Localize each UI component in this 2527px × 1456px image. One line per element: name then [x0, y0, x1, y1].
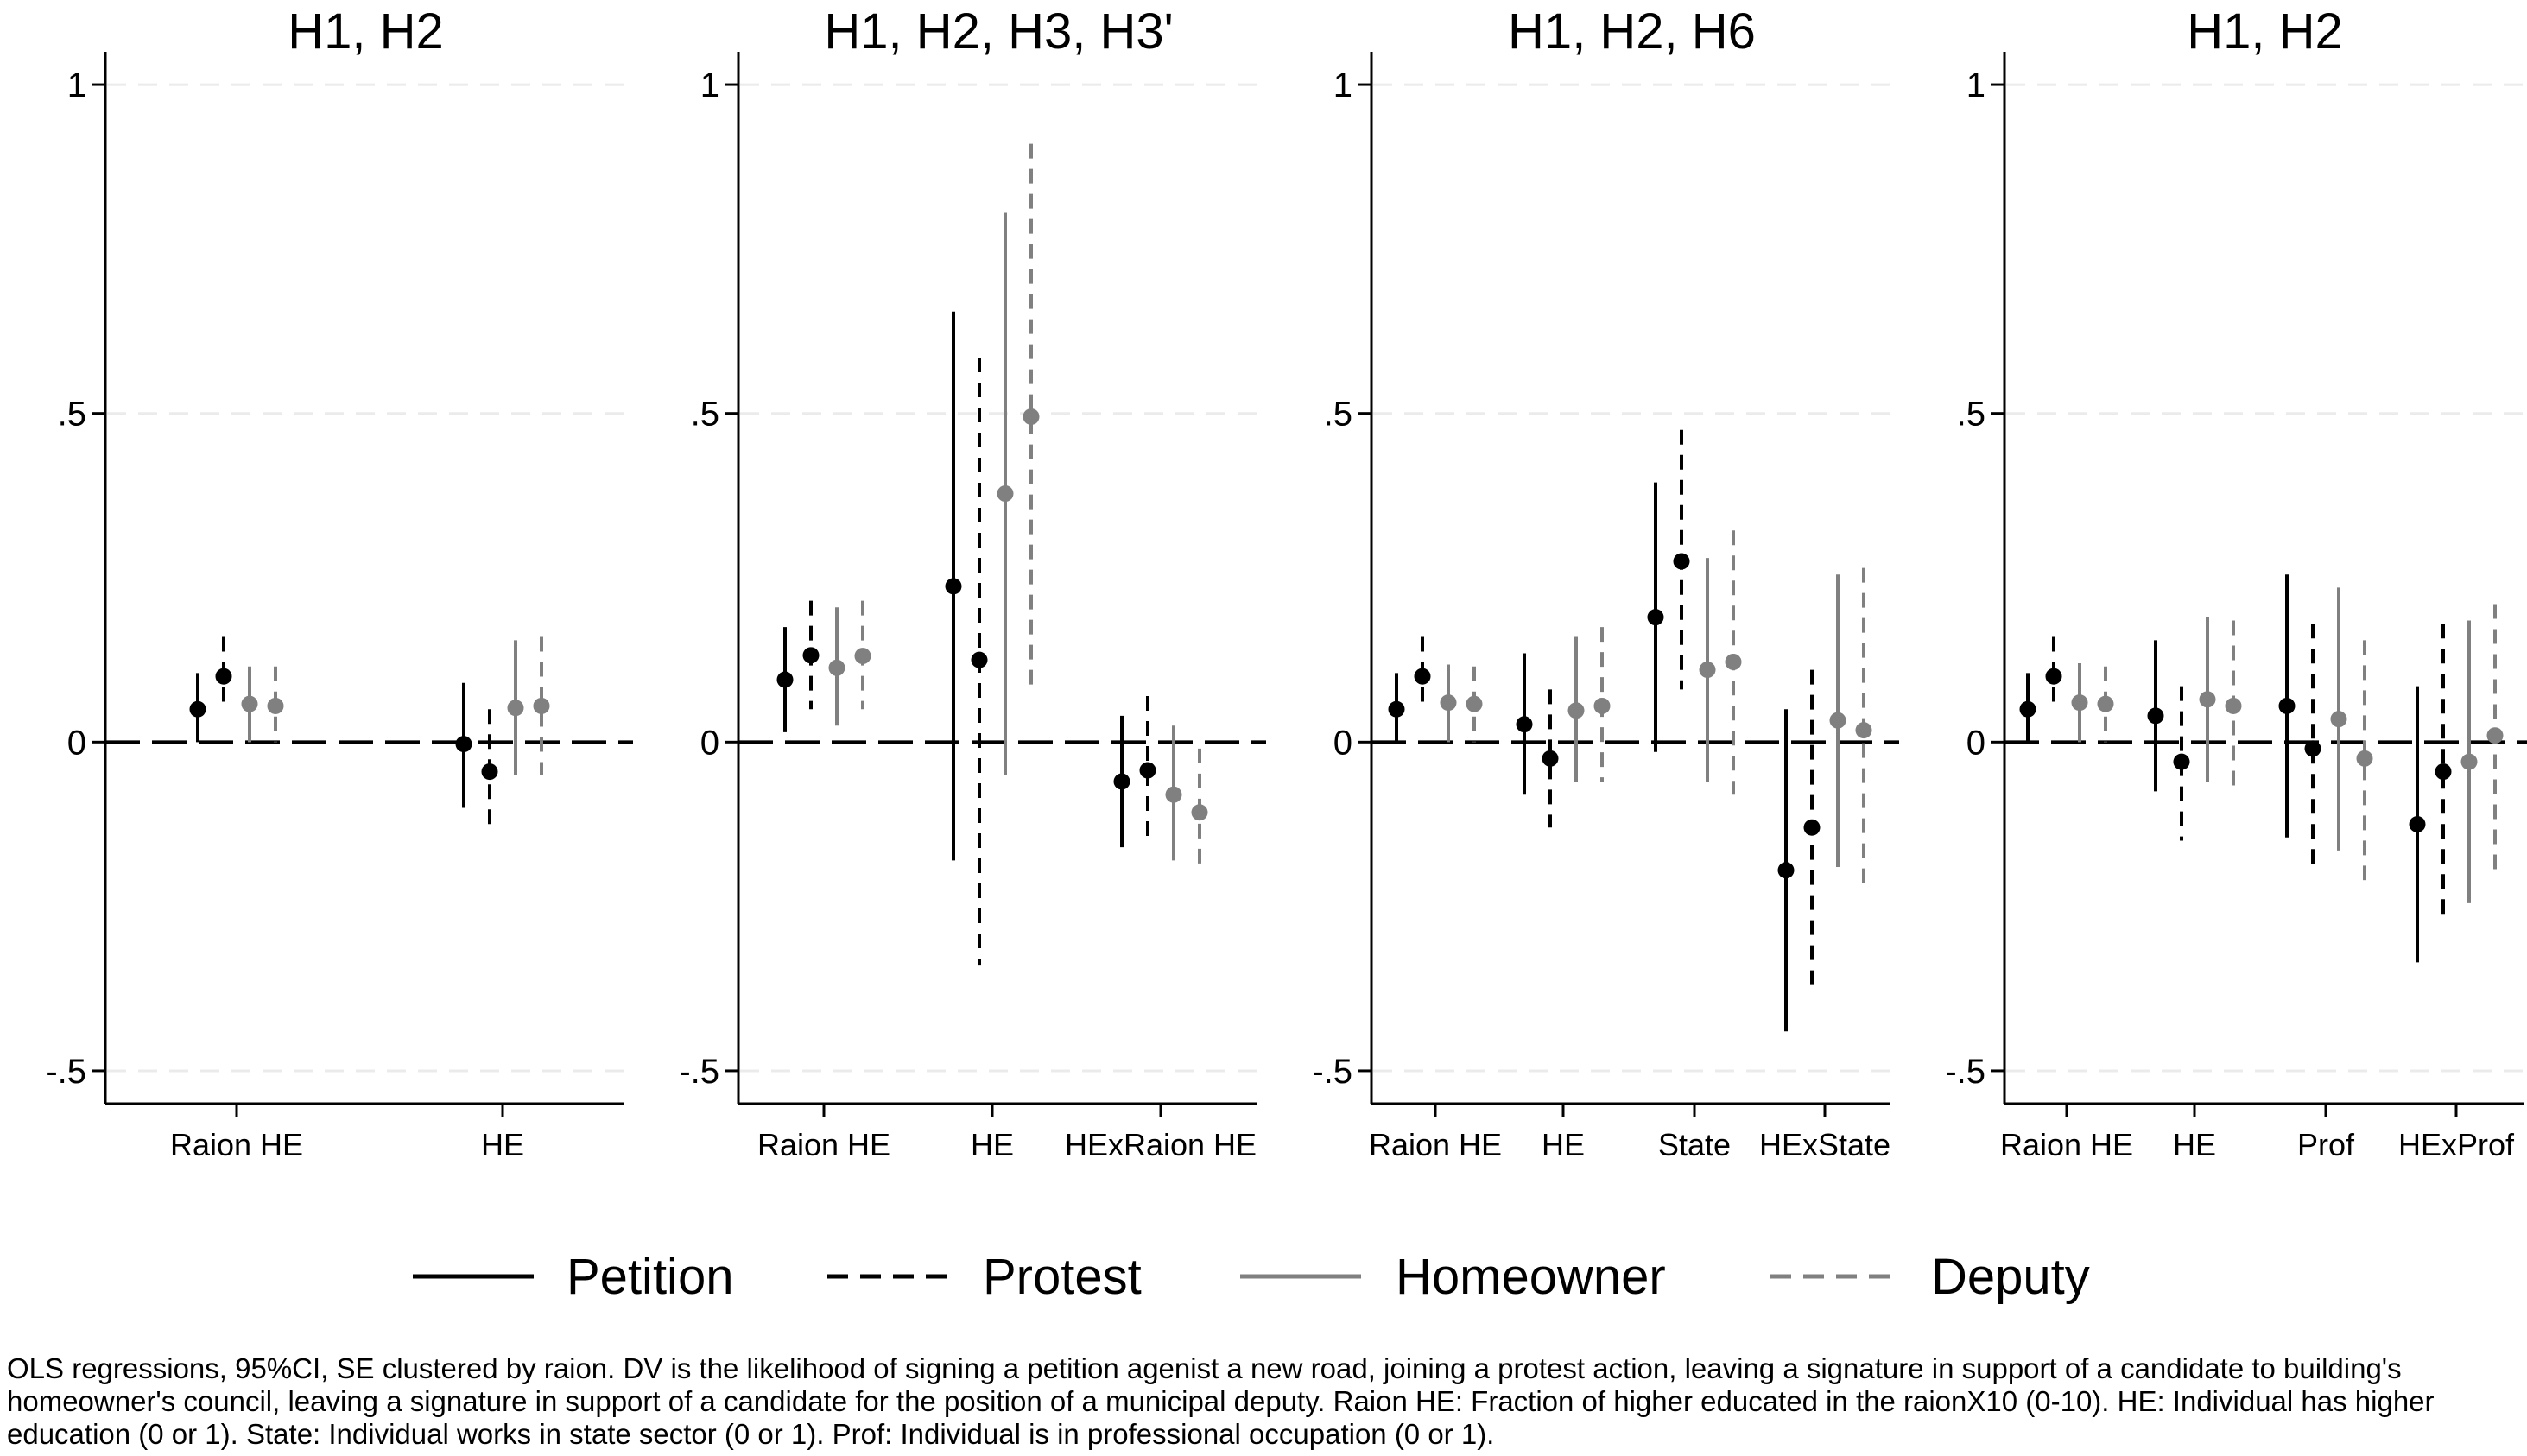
y-tick-label: 0 — [1966, 724, 1986, 762]
x-tick-label: Raion HE — [757, 1127, 890, 1162]
x-tick-label: HExRaion HE — [1065, 1127, 1257, 1162]
y-tick-label: 1 — [1966, 66, 1986, 104]
y-tick-label: 0 — [1333, 724, 1352, 762]
point-estimate — [1542, 750, 1559, 767]
x-tick-label: Raion HE — [170, 1127, 303, 1162]
point-estimate — [2019, 700, 2036, 718]
point-estimate — [1855, 722, 1872, 739]
point-estimate — [1647, 609, 1664, 626]
point-estimate — [533, 697, 550, 714]
point-estimate — [2097, 695, 2114, 712]
point-estimate — [1673, 553, 1690, 570]
point-estimate — [2199, 691, 2216, 708]
panel-title: H1, H2, H6 — [1508, 3, 1756, 60]
point-estimate — [2045, 668, 2062, 685]
point-estimate — [215, 668, 232, 685]
point-estimate — [1777, 862, 1795, 879]
point-estimate — [2278, 697, 2296, 714]
y-tick-label: -.5 — [46, 1053, 86, 1091]
point-estimate — [2304, 740, 2321, 757]
y-tick-label: .5 — [691, 396, 719, 434]
y-tick-label: 1 — [700, 66, 719, 104]
point-estimate — [455, 736, 472, 753]
legend-label-protest: Protest — [983, 1249, 1142, 1305]
point-estimate — [1803, 819, 1821, 836]
y-tick-label: .5 — [1957, 396, 1986, 434]
panel-title: H1, H2, H3, H3' — [824, 3, 1173, 60]
legend-label-petition: Petition — [567, 1249, 733, 1305]
y-tick-label: .5 — [1324, 396, 1352, 434]
point-estimate — [2460, 753, 2478, 770]
point-estimate — [802, 647, 820, 664]
x-tick-label: State — [1658, 1127, 1731, 1162]
point-estimate — [267, 697, 284, 714]
point-estimate — [1593, 697, 1611, 714]
point-estimate — [2409, 815, 2426, 832]
point-estimate — [189, 700, 206, 718]
y-tick-label: 0 — [700, 724, 719, 762]
point-estimate — [971, 651, 988, 668]
point-estimate — [1829, 712, 1846, 729]
point-estimate — [1113, 773, 1130, 790]
y-tick-label: -.5 — [1312, 1053, 1352, 1091]
point-estimate — [2173, 753, 2190, 770]
y-tick-label: 0 — [67, 724, 86, 762]
point-estimate — [2330, 711, 2347, 728]
y-tick-label: .5 — [58, 396, 86, 434]
y-tick-label: -.5 — [1945, 1053, 1986, 1091]
point-estimate — [1165, 786, 1182, 803]
y-tick-label: -.5 — [679, 1053, 719, 1091]
point-estimate — [1466, 695, 1483, 712]
point-estimate — [945, 578, 962, 595]
point-estimate — [2486, 727, 2504, 744]
point-estimate — [1191, 804, 1208, 821]
point-estimate — [1568, 702, 1585, 719]
point-estimate — [828, 659, 846, 676]
y-tick-label: 1 — [1333, 66, 1352, 104]
x-tick-label: HExState — [1759, 1127, 1890, 1162]
x-tick-label: HE — [481, 1127, 524, 1162]
point-estimate — [2356, 750, 2373, 767]
point-estimate — [2435, 763, 2452, 781]
panel-title: H1, H2 — [288, 3, 444, 60]
x-tick-label: Raion HE — [1369, 1127, 1502, 1162]
x-tick-label: HE — [1542, 1127, 1585, 1162]
y-tick-label: 1 — [67, 66, 86, 104]
point-estimate — [1725, 653, 1742, 670]
figure-caption: OLS regressions, 95%CI, SE clustered by … — [7, 1352, 2435, 1450]
panel-title: H1, H2 — [2187, 3, 2343, 60]
x-tick-label: HE — [2173, 1127, 2216, 1162]
point-estimate — [1139, 762, 1156, 779]
point-estimate — [997, 485, 1014, 503]
point-estimate — [1023, 408, 1040, 425]
point-estimate — [481, 763, 498, 781]
legend-label-deputy: Deputy — [1931, 1249, 2090, 1305]
point-estimate — [241, 695, 258, 712]
point-estimate — [1516, 716, 1533, 733]
point-estimate — [2071, 694, 2088, 712]
point-estimate — [1414, 668, 1431, 685]
x-tick-label: HExProf — [2398, 1127, 2515, 1162]
legend-label-homeowner: Homeowner — [1396, 1249, 1666, 1305]
x-tick-label: Raion HE — [2000, 1127, 2133, 1162]
point-estimate — [1388, 700, 1405, 718]
point-estimate — [854, 648, 871, 665]
x-tick-label: Prof — [2297, 1127, 2355, 1162]
point-estimate — [507, 700, 524, 717]
point-estimate — [1440, 694, 1457, 712]
point-estimate — [2147, 707, 2164, 725]
point-estimate — [2225, 697, 2242, 714]
point-estimate — [776, 671, 794, 688]
point-estimate — [1699, 662, 1716, 679]
x-tick-label: HE — [971, 1127, 1014, 1162]
